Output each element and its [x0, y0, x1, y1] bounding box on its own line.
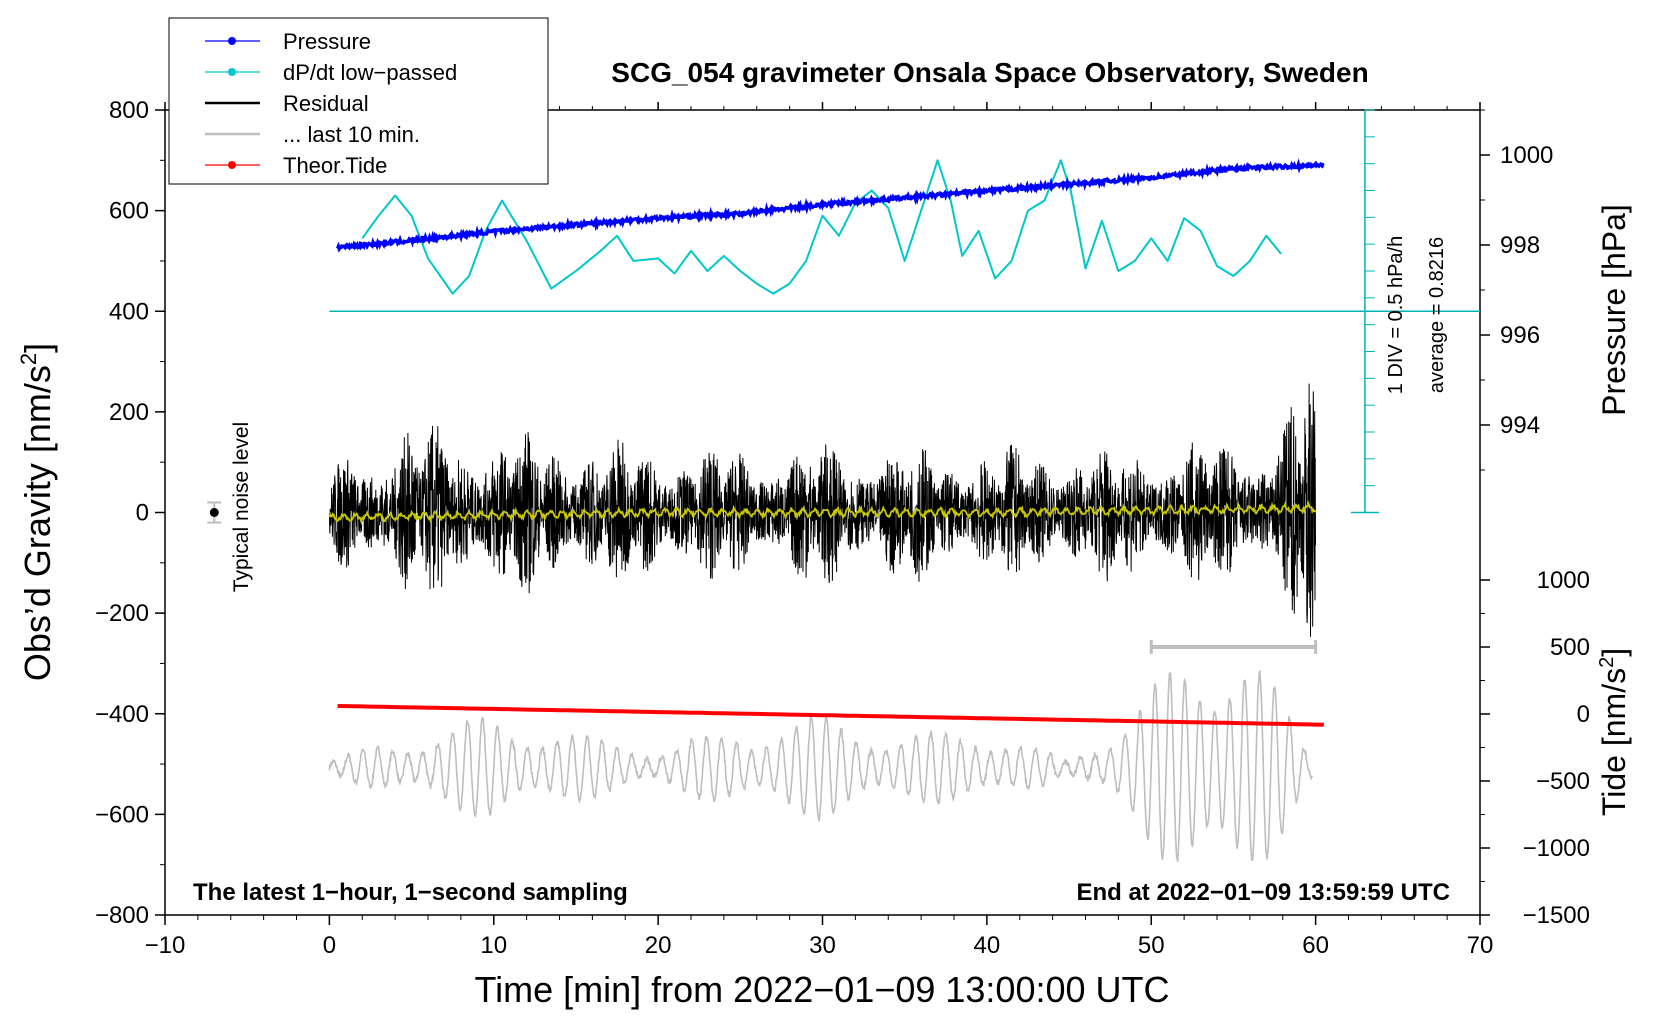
y-tick-label: 600 — [109, 198, 149, 225]
pressure-tick-label: 996 — [1500, 322, 1540, 349]
y-tick-label: −400 — [95, 701, 149, 728]
tide-tick-label: 500 — [1550, 634, 1590, 661]
y-tick-label: 400 — [109, 298, 149, 325]
dpdt-scale-label: 1 DIV = 0.5 hPa/h — [1385, 236, 1407, 394]
x-axis-label: Time [min] from 2022−01−09 13:00:00 UTC — [474, 969, 1169, 1010]
chart-title: SCG_054 gravimeter Onsala Space Observat… — [611, 57, 1368, 88]
noise-point — [209, 508, 219, 517]
legend-entry-label: ... last 10 min. — [283, 122, 420, 147]
legend-entry-label: Residual — [283, 91, 369, 116]
y-tick-label: −600 — [95, 801, 149, 828]
series-dpdt-line — [361, 159, 1282, 295]
x-tick-label: 0 — [323, 932, 336, 959]
x-tick-label: 60 — [1302, 932, 1329, 959]
legend: Pressure dP/dt low−passed Residual ... last… — [168, 17, 549, 185]
legend-entries: Pressure dP/dt low−passed Residual ... last… — [205, 29, 457, 178]
tide-tick-label: −1000 — [1523, 835, 1590, 862]
y-tick-label: 200 — [109, 399, 149, 426]
x-tick-label: −10 — [145, 932, 186, 959]
y-axis-label-pressure: Pressure [hPa] — [1596, 204, 1632, 416]
legend-swatch-marker — [228, 68, 236, 76]
pressure-tick-label: 994 — [1500, 412, 1540, 439]
legend-entry-label: dP/dt low−passed — [283, 60, 457, 85]
legend-box — [168, 17, 549, 185]
pressure-tick-label: 998 — [1500, 232, 1540, 259]
y-tick-label: 0 — [136, 500, 149, 527]
legend-swatch-marker — [228, 161, 236, 169]
x-tick-label: 20 — [645, 932, 672, 959]
series-residual-lowpass-line — [328, 500, 1317, 526]
tide-tick-label: 0 — [1577, 701, 1590, 728]
x-tick-label: 50 — [1138, 932, 1165, 959]
tide-tick-label: −1500 — [1523, 902, 1590, 929]
dpdt-average-label: average = 0.8216 — [1426, 237, 1448, 393]
x-tick-label: 40 — [974, 932, 1001, 959]
series-group — [207, 109, 1480, 862]
legend-entry-label: Pressure — [283, 29, 371, 54]
y-axis-label-gravity: Obs’d Gravity [nm/s2] — [16, 343, 58, 681]
ticks-group: −10 0 10 20 30 40 50 60 70 800 600 400 200 0 −200 −400 −… — [95, 97, 1590, 959]
series-last10-line — [328, 669, 1313, 862]
x-tick-label: 70 — [1467, 932, 1494, 959]
y-tick-label: −800 — [95, 902, 149, 929]
series-pressure-line — [335, 158, 1325, 253]
series-residual-line — [328, 383, 1316, 637]
x-tick-label: 10 — [480, 932, 507, 959]
annotation-end-time: End at 2022−01−09 13:59:59 UTC — [1076, 879, 1450, 906]
noise-level-label: Typical noise level — [230, 422, 253, 592]
tide-tick-label: 1000 — [1537, 567, 1590, 594]
legend-entry-label: Theor.Tide — [283, 153, 387, 178]
series-tide-line — [337, 704, 1324, 727]
y-tick-label: 800 — [109, 97, 149, 124]
y-axis-label-tide: Tide [nm/s2] — [1596, 648, 1632, 816]
y-tick-label: −200 — [95, 600, 149, 627]
tide-tick-label: −500 — [1536, 768, 1590, 795]
legend-swatch-marker — [228, 37, 236, 45]
pressure-tick-label: 1000 — [1500, 142, 1553, 169]
x-tick-label: 30 — [809, 932, 836, 959]
annotation-sampling: The latest 1−hour, 1−second sampling — [193, 879, 628, 906]
